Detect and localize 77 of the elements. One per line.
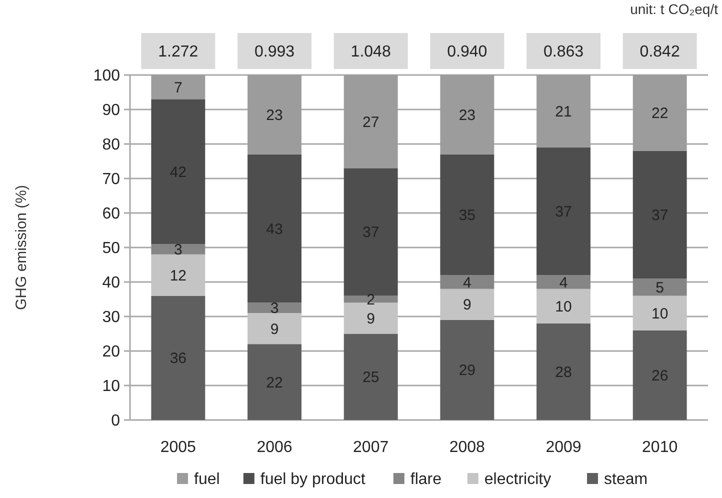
bar [440,154,494,276]
legend-label: steam [604,471,648,488]
data-label: 28 [555,364,572,381]
y-tick-label: 60 [102,206,120,223]
x-tick-label: 2010 [642,439,678,456]
data-label: 5 [656,279,664,296]
legend-label: flare [410,471,442,488]
bar [344,296,398,303]
data-label: 7 [174,79,182,96]
annotation: 1.272 [158,44,198,61]
data-label: 3 [270,300,279,318]
legend-label: electricity [484,471,552,488]
bar [440,288,494,320]
bar [248,313,302,344]
x-tick-label: 2007 [353,439,389,456]
bar [344,302,398,334]
data-label: 3 [174,241,182,258]
y-tick-label: 100 [93,68,120,85]
data-label: 22 [266,374,283,392]
bar [151,254,206,296]
data-label: 9 [462,296,472,314]
bar [632,278,687,296]
bar [248,154,302,303]
bar [151,296,206,420]
data-label: 4 [559,274,568,292]
bar [632,296,687,330]
data-label: 4 [462,274,472,292]
legend-label: fuel [194,471,220,488]
data-label: 29 [458,362,476,380]
annotation: 0.842 [640,44,680,61]
data-label: 9 [366,310,376,328]
bar [632,330,687,420]
y-tick-label: 30 [102,309,120,326]
bar [151,244,206,254]
x-tick-label: 2005 [160,439,196,456]
data-label: 21 [555,103,572,120]
data-label: 23 [458,106,476,124]
bar [151,99,206,244]
bar [440,320,494,420]
y-tick-label: 90 [102,102,120,120]
data-label: 10 [555,298,572,316]
data-label: 23 [266,106,283,124]
bar [536,147,590,276]
annotation: 0.863 [543,44,584,61]
y-axis-title: GHG emission (%) [13,184,30,310]
data-label: 10 [651,305,668,322]
y-tick-label: 50 [102,240,120,258]
bar [632,150,687,279]
y-tick-label: 20 [102,344,120,361]
y-tick-label: 40 [102,274,120,292]
bar [536,275,590,289]
data-label: 22 [651,105,668,122]
bar [536,323,590,420]
x-tick-label: 2008 [449,439,486,456]
text: unit: t CO₂eq/t [630,1,718,17]
data-label: 36 [170,350,187,368]
y-tick-label: 10 [102,378,120,396]
y-tick-label: 0 [111,412,120,430]
data-label: 12 [170,267,187,284]
annotation: 0.993 [254,44,295,61]
bar [344,168,398,296]
data-label: 27 [362,114,380,131]
annotation: 1.048 [350,44,391,61]
x-tick-label: 2009 [546,439,582,456]
x-tick-label: 2006 [256,439,292,456]
y-tick-label: 70 [102,171,120,188]
data-label: 9 [270,320,279,338]
legend-label: fuel by product [260,471,366,488]
bar [248,344,302,420]
bar [344,334,398,420]
data-label: 26 [651,367,668,384]
bar [248,302,302,314]
data-label: 25 [362,369,380,386]
bar [440,275,494,289]
bar [536,288,590,324]
annotation: 0.940 [447,44,488,61]
y-tick-label: 80 [102,136,120,154]
